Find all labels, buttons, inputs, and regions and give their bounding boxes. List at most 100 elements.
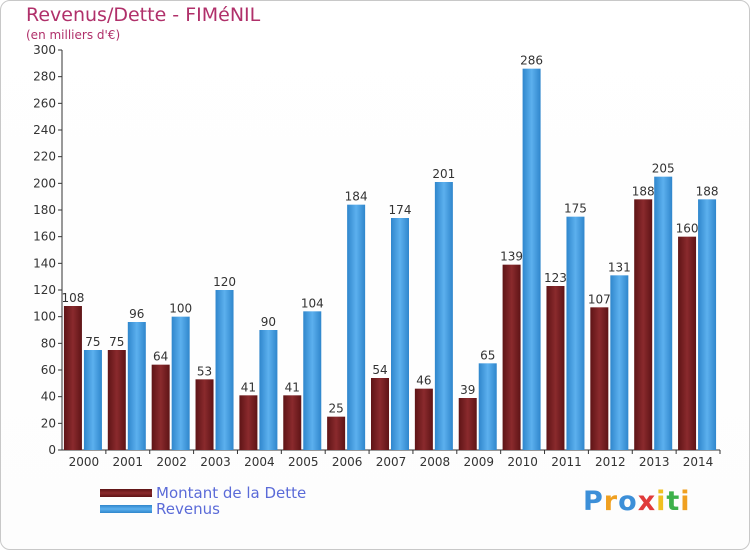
x-tick-label: 2010	[507, 455, 538, 469]
bar-debt	[678, 236, 697, 450]
x-tick-label: 2003	[200, 455, 231, 469]
y-tick-label: 160	[33, 230, 56, 244]
value-label-debt: 160	[676, 222, 699, 236]
value-label-revenus: 175	[564, 202, 587, 216]
value-label-revenus: 131	[608, 260, 631, 274]
value-label-revenus: 96	[129, 307, 144, 321]
chart-title: Revenus/Dette - FIMéNIL	[26, 4, 261, 26]
bar-revenus	[259, 330, 278, 450]
bar-debt	[63, 306, 82, 450]
bar-debt	[239, 395, 258, 450]
value-label-revenus: 201	[432, 167, 455, 181]
y-tick-label: 240	[33, 123, 56, 137]
y-tick-label: 300	[33, 43, 56, 57]
y-tick-label: 60	[41, 363, 56, 377]
chart-subtitle: (en milliers d'€)	[26, 28, 121, 42]
x-tick-label: 2012	[595, 455, 626, 469]
value-label-debt: 64	[153, 350, 168, 364]
bar-debt	[634, 199, 653, 450]
logo-letter: o	[618, 486, 638, 517]
legend-swatch-revenus	[100, 505, 152, 513]
value-label-revenus: 120	[213, 275, 236, 289]
logo-letter: P	[583, 486, 604, 517]
logo-letter: r	[603, 486, 619, 517]
x-tick-label: 2004	[244, 455, 275, 469]
logo-letter: t	[666, 486, 681, 517]
x-tick-label: 2013	[639, 455, 670, 469]
value-label-debt: 123	[544, 271, 567, 285]
value-label-debt: 54	[372, 363, 387, 377]
x-tick-label: 2014	[683, 455, 714, 469]
bar-debt	[590, 307, 609, 450]
logo-letter: i	[656, 486, 667, 517]
bar-revenus	[215, 290, 234, 450]
logo-letter: x	[637, 486, 657, 517]
value-label-revenus: 286	[520, 54, 543, 68]
legend-swatch-debt	[100, 489, 152, 497]
proxiti-logo: Proxiti	[583, 486, 691, 517]
value-label-debt: 25	[328, 402, 343, 416]
bar-debt	[546, 286, 565, 450]
bar-revenus	[522, 68, 541, 451]
bar-revenus	[698, 199, 717, 450]
bar-revenus	[303, 311, 322, 450]
y-tick-label: 280	[33, 70, 56, 84]
y-tick-label: 100	[33, 310, 56, 324]
value-label-debt: 39	[460, 383, 475, 397]
y-tick-label: 120	[33, 283, 56, 297]
legend-label-debt: Montant de la Dette	[156, 484, 307, 502]
value-label-revenus: 174	[389, 203, 412, 217]
bar-revenus	[610, 275, 629, 450]
y-tick-label: 40	[41, 390, 56, 404]
bar-revenus	[654, 176, 673, 450]
value-label-debt: 53	[197, 364, 212, 378]
value-label-debt: 46	[416, 374, 431, 388]
value-label-debt: 41	[241, 380, 256, 394]
value-label-revenus: 184	[345, 190, 368, 204]
y-tick-label: 140	[33, 256, 56, 270]
bar-revenus	[171, 316, 190, 450]
value-label-revenus: 90	[261, 315, 276, 329]
bar-debt	[327, 416, 346, 450]
value-label-revenus: 104	[301, 296, 324, 310]
bar-debt	[414, 388, 433, 450]
bar-revenus	[127, 322, 146, 450]
value-label-debt: 107	[588, 292, 611, 306]
x-tick-label: 2001	[113, 455, 144, 469]
logo-letter: i	[680, 486, 691, 517]
x-tick-label: 2007	[376, 455, 407, 469]
value-label-debt: 139	[500, 250, 523, 264]
value-label-revenus: 65	[480, 348, 495, 362]
bar-debt	[458, 398, 477, 450]
x-tick-label: 2008	[420, 455, 451, 469]
y-tick-label: 0	[48, 443, 56, 457]
y-tick-label: 20	[41, 416, 56, 430]
bar-debt	[371, 378, 389, 450]
y-tick-label: 260	[33, 96, 56, 110]
bar-revenus	[83, 350, 102, 450]
value-label-revenus: 75	[85, 335, 100, 349]
bar-revenus	[478, 363, 497, 450]
x-tick-label: 2011	[551, 455, 582, 469]
value-label-debt: 75	[109, 335, 124, 349]
x-tick-label: 2009	[463, 455, 494, 469]
y-tick-label: 80	[41, 336, 56, 350]
bar-revenus	[566, 216, 585, 450]
value-label-revenus: 205	[652, 162, 675, 176]
x-tick-label: 2006	[332, 455, 363, 469]
bar-debt	[195, 379, 214, 450]
value-label-revenus: 188	[696, 184, 719, 198]
value-label-debt: 108	[61, 291, 84, 305]
bar-revenus	[347, 204, 366, 450]
bar-debt	[502, 264, 521, 450]
x-tick-label: 2005	[288, 455, 319, 469]
x-tick-label: 2000	[69, 455, 100, 469]
bar-debt	[283, 395, 302, 450]
bar-revenus	[434, 182, 453, 450]
bar-debt	[107, 350, 126, 450]
x-tick-label: 2002	[156, 455, 187, 469]
y-tick-label: 180	[33, 203, 56, 217]
bar-revenus	[391, 218, 409, 450]
